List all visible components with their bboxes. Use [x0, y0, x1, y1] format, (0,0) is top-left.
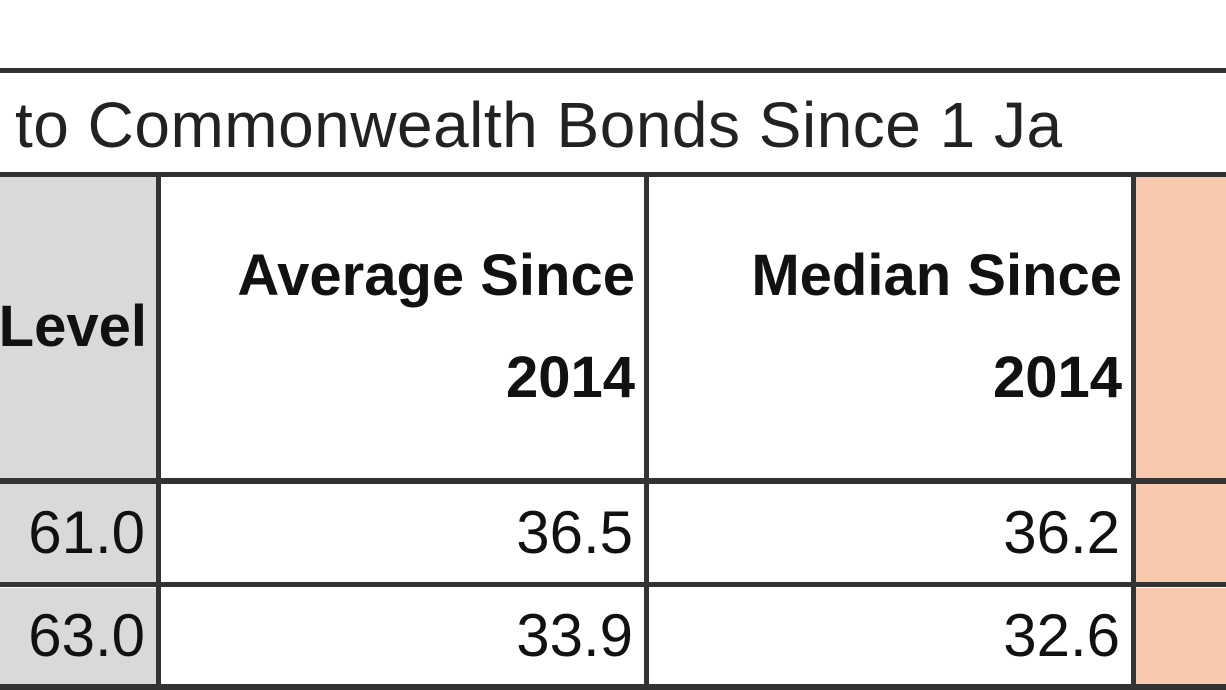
cell-value: 63.0: [28, 602, 145, 669]
table-row-2-median: 32.6: [648, 588, 1132, 684]
border-below-title: [0, 172, 1226, 177]
cell-value: 32.6: [1003, 602, 1120, 669]
border-col-3: [1131, 172, 1136, 690]
header-median-label: Median Since 2014: [751, 243, 1122, 410]
table-row-1-highlight: [1135, 484, 1226, 582]
cell-value: 61.0: [28, 499, 145, 566]
cell-value: 36.5: [516, 499, 633, 566]
border-below-row-2: [0, 684, 1226, 690]
cell-value: 33.9: [516, 602, 633, 669]
table-row-2-average: 33.9: [160, 588, 645, 684]
table-row-1-average: 36.5: [160, 484, 645, 582]
table-row-2-highlight: [1135, 588, 1226, 684]
border-below-header: [0, 478, 1226, 484]
table-row-2-level: 63.0: [0, 588, 157, 684]
header-level: Level: [0, 176, 157, 478]
table-row-1-level: 61.0: [0, 484, 157, 582]
header-median-since-2014: Median Since 2014: [648, 176, 1132, 478]
header-highlight-column: [1135, 176, 1226, 478]
border-below-row-1: [0, 582, 1226, 587]
border-col-2: [644, 172, 649, 690]
table-title: ads to Commonwealth Bonds Since 1 Ja: [0, 89, 1063, 161]
table-title-cell: ads to Commonwealth Bonds Since 1 Ja: [0, 74, 1226, 174]
header-average-since-2014: Average Since 2014: [160, 176, 645, 478]
header-level-label: Level: [0, 294, 147, 359]
border-top: [0, 68, 1226, 73]
cell-value: 36.2: [1003, 499, 1120, 566]
header-average-label: Average Since 2014: [237, 243, 635, 410]
border-col-1: [156, 172, 161, 690]
table-row-1-median: 36.2: [648, 484, 1132, 582]
